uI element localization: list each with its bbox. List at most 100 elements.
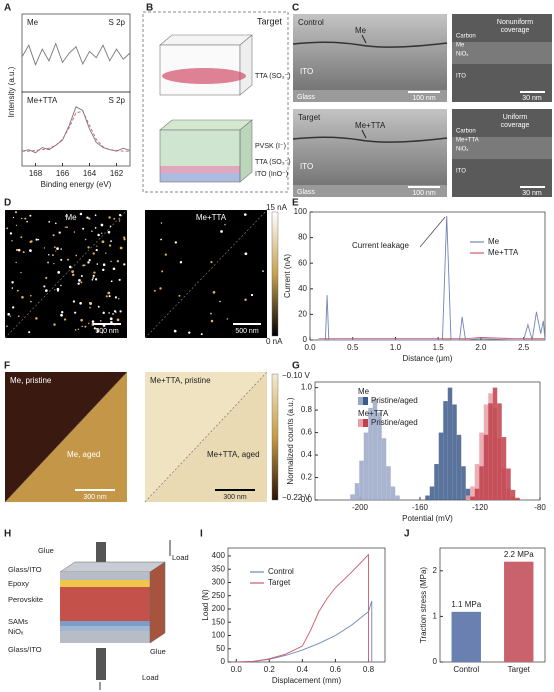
y-axis-label: Load (N) [201,589,210,620]
current-speck [226,318,229,320]
current-speck [30,300,32,303]
current-speck [6,227,9,230]
current-speck [15,248,19,252]
hist-bar [359,460,364,500]
legend-label: Pristine/aged [371,396,418,405]
x-tick-label: 0.2 [264,665,276,674]
d-label: Me [65,213,77,222]
current-speck [91,278,94,281]
c-zoom-layer: ITO [456,169,466,175]
current-speck [82,264,85,267]
h-label: Load [142,673,159,682]
y-axis-label: Current (nA) [283,254,292,298]
current-speck [105,295,108,298]
x-tick-label: -80 [534,503,546,512]
bar [504,561,534,662]
diagonal [4,209,128,339]
current-speck [119,310,122,313]
hist-bar [425,495,430,500]
x-axis-label: Distance (μm) [403,354,453,363]
y-tick-label: 20 [298,310,307,319]
legend-label: Target [268,578,291,587]
current-speck [78,279,81,282]
tem-image [293,109,447,197]
panel-label: E [292,198,299,209]
hist-bar [470,496,475,500]
current-speck [123,238,126,241]
legend-swatch [363,397,368,405]
x-axis-label: Binding energy (eV) [41,180,112,189]
colorbar [271,373,279,501]
current-speck [101,332,104,334]
x-tick-label: 1.5 [433,343,445,352]
current-speck [210,319,214,323]
current-speck [224,223,226,226]
current-speck [114,296,118,299]
hist-bar [465,488,471,500]
current-speck [56,287,60,291]
panel-text: S 2p [109,96,126,105]
current-speck [80,318,83,322]
current-speck [15,261,17,264]
current-speck [65,215,67,217]
hist-bar [515,497,520,500]
current-speck [108,244,112,247]
current-speck [43,285,46,288]
current-speck [9,232,13,235]
legend-swatch [358,419,363,427]
current-speck [96,245,98,247]
legend-swatch [358,397,363,405]
current-speck [112,313,114,315]
diagonal [144,371,268,503]
current-speck [188,331,191,334]
x-tick-label: 0.6 [330,665,342,674]
current-speck [113,310,117,313]
panel-label: A [4,3,11,14]
current-speck [97,328,100,331]
panel-label: D [4,198,11,209]
y-tick-label: 2 [433,566,438,575]
c-glass: Glass [297,189,315,196]
current-speck [17,315,20,318]
hist-bar [377,412,382,500]
current-speck [80,281,83,284]
hist-bar [483,434,489,500]
rod [96,542,106,572]
legend-label: Control [268,567,294,576]
current-speck [84,238,87,241]
data-line [318,336,545,340]
current-speck [107,230,111,234]
y-tick-label: 150 [212,617,226,626]
legend-label: Me+TTA [488,248,519,257]
current-speck [93,271,96,274]
current-speck [119,218,121,220]
current-speck [102,311,105,315]
current-speck [118,220,121,222]
current-speck [55,250,57,252]
current-speck [66,226,68,228]
current-speck [92,274,95,277]
current-speck [160,222,163,224]
cube-top [159,119,253,131]
y-axis-label: Normalized counts (a.u.) [286,397,295,484]
hist-bar [438,432,444,500]
current-speck [37,238,40,241]
c-zoom-layer: NiOₓ [456,147,468,153]
current-speck [35,238,38,241]
diagonal [144,209,268,339]
c-film: Me [355,26,367,35]
x-tick-label: 168 [29,169,43,178]
x-tick-label: 0.0 [304,343,316,352]
current-speck [29,249,32,253]
current-speck [88,217,91,220]
panel-label: H [4,529,11,540]
current-speck [173,329,177,333]
current-speck [30,294,32,297]
dashed-frame [142,11,289,193]
current-speck [100,223,104,227]
current-speck [29,214,32,217]
c-note: Uniform [503,114,528,121]
current-speck [88,322,90,325]
current-speck [47,261,50,264]
current-speck [79,301,82,305]
